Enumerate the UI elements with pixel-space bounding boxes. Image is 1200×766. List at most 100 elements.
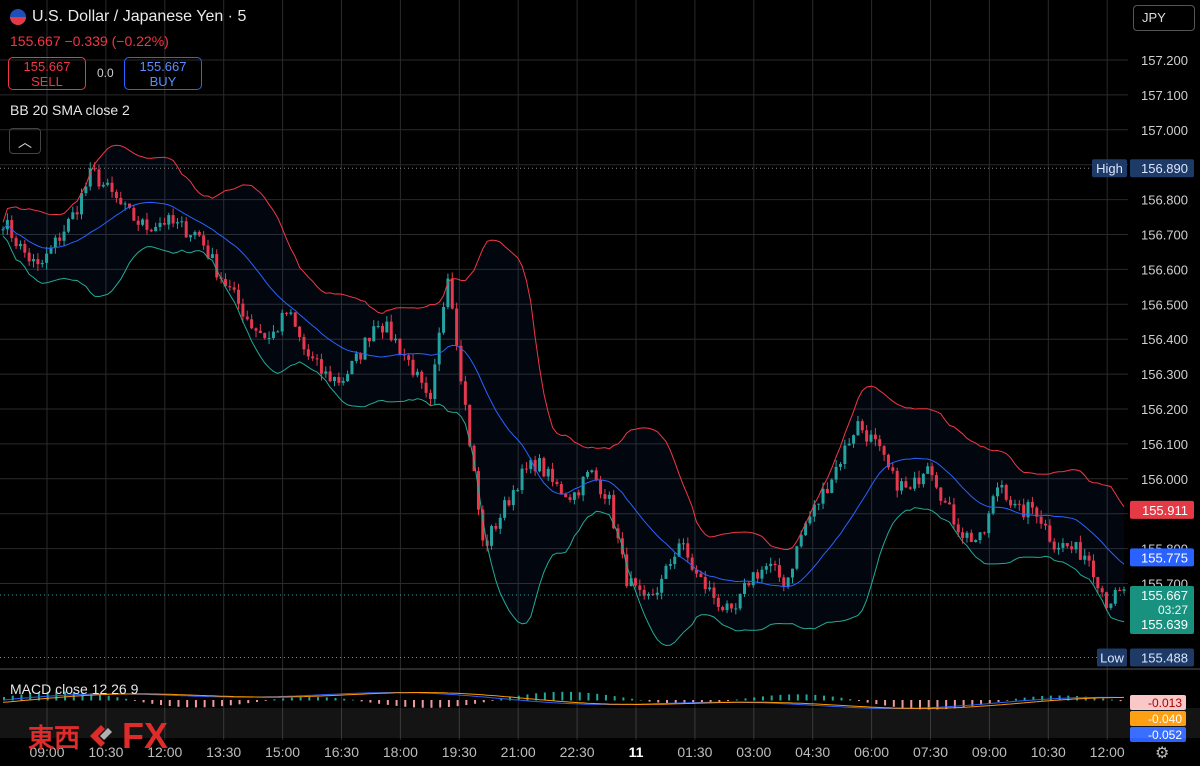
candle-body (943, 500, 947, 503)
candle-body (607, 494, 611, 499)
candle-body (1004, 485, 1008, 500)
candle-body (93, 168, 97, 170)
candle-body (572, 492, 576, 500)
candle-body (210, 254, 214, 259)
candle-body (751, 572, 755, 586)
macd-histogram-bar (378, 700, 381, 704)
candle-body (585, 472, 589, 477)
macd-histogram-bar (142, 700, 145, 703)
macd-histogram-bar (1014, 698, 1017, 701)
candle-body (625, 554, 629, 587)
x-tick-label: 15:00 (265, 744, 300, 760)
macd-histogram-bar (20, 694, 23, 701)
logo-cjk: 東西 (28, 723, 81, 754)
gear-icon[interactable]: ⚙ (1155, 745, 1170, 762)
candle-body (677, 543, 681, 557)
candle-body (324, 371, 328, 374)
candle-body (930, 466, 934, 476)
candle-body (843, 445, 847, 464)
candle-body (847, 443, 851, 446)
macd-histogram-bar (3, 697, 5, 701)
candle-body (577, 492, 581, 496)
candle-body (996, 487, 1000, 497)
candle-body (917, 477, 921, 485)
macd-histogram-bar (351, 699, 354, 701)
logo: 東西 FX (28, 715, 168, 757)
candle-body (673, 556, 677, 565)
candle-body (542, 458, 546, 477)
logo-fx: FX (122, 715, 169, 756)
macd-histogram-bar (918, 700, 921, 710)
macd-histogram-bar (631, 698, 634, 701)
candle-body (1122, 589, 1126, 591)
candle-body (202, 235, 206, 246)
macd-histogram-bar (98, 694, 101, 701)
candle-body (162, 223, 166, 225)
candle-body (263, 333, 267, 339)
change-value: −0.339 (64, 33, 108, 49)
macd-histogram-bar (203, 700, 206, 708)
candle-body (411, 359, 415, 376)
macd-histogram-bar (543, 692, 546, 701)
candle-body (315, 358, 319, 360)
macd-indicator-label[interactable]: MACD close 12 26 9 (10, 681, 139, 697)
candle-body (254, 328, 258, 331)
macd-histogram-bar (1023, 697, 1026, 701)
candle-body (215, 254, 219, 278)
macd-histogram-bar (753, 697, 756, 701)
currency-selector[interactable]: JPY (1133, 5, 1195, 31)
candle-body (834, 466, 838, 480)
candle-body (193, 231, 197, 236)
candle-body (468, 404, 472, 446)
candle-body (18, 243, 22, 247)
y-tick-label: 157.100 (1141, 88, 1188, 103)
candle-body (376, 326, 380, 328)
candle-body (760, 569, 764, 579)
price-change-line: 155.667 −0.339 (−0.22%) (10, 33, 169, 49)
candle-body (882, 446, 886, 455)
candle-body (590, 470, 594, 473)
candle-body (812, 504, 816, 517)
candle-body (974, 540, 978, 543)
macd-histogram-bar (953, 700, 956, 709)
candle-body (437, 332, 441, 365)
macd-histogram-bar (901, 700, 904, 708)
candle-body (490, 526, 494, 546)
symbol-header[interactable]: U.S. Dollar / Japanese Yen · 5 (10, 8, 246, 26)
candle-body (40, 262, 44, 265)
candle-body (71, 212, 75, 219)
candle-body (433, 364, 437, 400)
candle-body (106, 182, 110, 185)
macd-histogram-bar (1119, 700, 1122, 702)
bollinger-indicator-label[interactable]: BB 20 SMA close 2 (10, 102, 130, 118)
sell-button[interactable]: 155.667 SELL (8, 57, 86, 90)
chevron-up-icon[interactable]: ︿ (9, 128, 41, 154)
candle-body (1070, 546, 1074, 550)
candle-body (363, 337, 367, 360)
candle-body (533, 459, 537, 472)
candle-body (908, 487, 912, 489)
macd-histogram-bar (107, 695, 110, 701)
macd-histogram-bar (125, 698, 128, 701)
macd-histogram-bar (910, 700, 913, 709)
macd-histogram-bar (395, 700, 398, 706)
macd-histogram-bar (849, 699, 852, 701)
candle-body (258, 330, 262, 334)
candle-body (729, 603, 733, 609)
candle-body (66, 218, 70, 232)
macd-histogram-bar (604, 694, 607, 701)
macd-histogram-bar (744, 698, 747, 701)
candle-body (1100, 588, 1104, 593)
sell-price: 155.667 (23, 59, 71, 74)
macd-histogram-bar (308, 697, 311, 701)
macd-histogram-bar (761, 696, 764, 701)
buy-button[interactable]: 155.667 BUY (124, 57, 202, 90)
candle-body (1096, 577, 1100, 589)
candle-body (642, 589, 646, 596)
candle-body (459, 345, 463, 382)
candle-body (551, 468, 555, 482)
candle-body (237, 289, 241, 304)
candle-body (1009, 499, 1013, 506)
candle-body (664, 565, 668, 579)
